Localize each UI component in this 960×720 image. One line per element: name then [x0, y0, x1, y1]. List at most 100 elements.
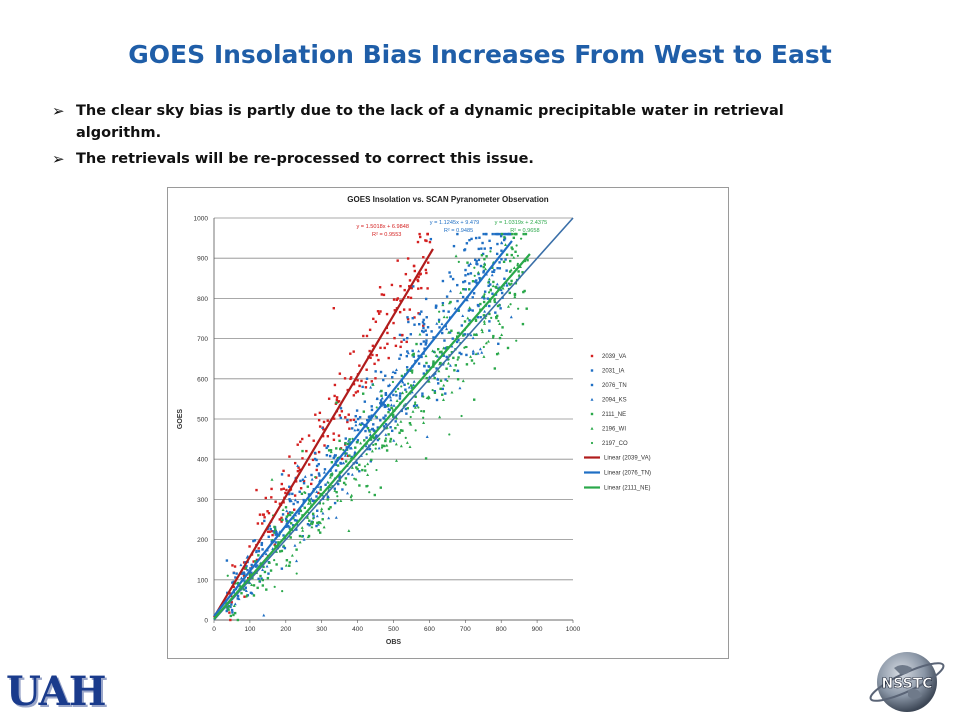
data-point — [282, 534, 285, 537]
data-point — [386, 331, 389, 335]
data-point — [475, 260, 478, 263]
data-point — [489, 247, 492, 250]
data-point — [257, 554, 260, 557]
data-point — [353, 477, 356, 480]
data-point — [335, 490, 338, 494]
data-point — [436, 377, 440, 381]
data-point — [425, 369, 429, 372]
data-point — [373, 493, 376, 497]
data-point — [324, 483, 327, 486]
data-point — [503, 236, 506, 239]
data-point — [329, 506, 332, 509]
data-point — [376, 310, 380, 313]
data-point — [424, 268, 428, 272]
data-point — [275, 532, 278, 536]
y-tick-label: 100 — [197, 577, 208, 584]
data-point — [431, 388, 434, 392]
data-point — [470, 359, 474, 362]
data-point — [524, 232, 528, 236]
data-point — [364, 386, 368, 389]
y-tick-label: 500 — [197, 417, 208, 424]
data-point — [511, 232, 514, 236]
data-point — [398, 394, 402, 398]
data-point — [375, 354, 378, 357]
data-point — [394, 390, 397, 393]
x-tick-label: 900 — [532, 626, 543, 633]
data-point — [302, 479, 306, 483]
data-point — [408, 308, 411, 311]
data-point — [320, 507, 324, 511]
data-point — [339, 416, 343, 420]
data-point — [345, 491, 349, 495]
data-point — [347, 529, 351, 532]
data-point — [412, 352, 415, 356]
bullet-text: The clear sky bias is partly due to the … — [76, 103, 784, 141]
data-point — [360, 379, 363, 383]
data-point — [473, 274, 476, 277]
y-tick-label: 1000 — [194, 216, 209, 223]
data-point — [359, 441, 363, 445]
data-point — [494, 232, 497, 236]
data-point — [399, 284, 402, 288]
data-point — [508, 270, 512, 273]
data-point — [424, 354, 428, 358]
data-point — [424, 341, 428, 344]
data-point — [360, 422, 364, 425]
data-point — [479, 302, 482, 306]
data-point — [474, 352, 478, 356]
data-point — [244, 566, 248, 570]
data-point — [287, 474, 290, 477]
data-point — [327, 397, 331, 400]
data-point — [382, 378, 385, 382]
nsstc-logo: NSSTC — [869, 652, 945, 712]
data-point — [262, 613, 266, 617]
data-point — [422, 395, 425, 398]
data-point — [296, 469, 300, 473]
data-point — [257, 550, 261, 553]
data-point — [249, 567, 252, 570]
data-point — [495, 286, 499, 289]
data-point — [236, 594, 240, 598]
data-point — [364, 381, 368, 384]
data-point — [300, 492, 304, 496]
data-point — [385, 443, 389, 447]
data-point — [356, 440, 359, 444]
data-point — [406, 257, 410, 260]
data-point — [405, 354, 409, 358]
data-point — [333, 394, 336, 398]
data-point — [490, 316, 493, 319]
data-point — [281, 518, 284, 522]
data-point — [270, 487, 273, 491]
data-point — [256, 586, 259, 590]
data-point — [445, 355, 448, 359]
data-point — [311, 521, 314, 524]
data-point — [421, 392, 424, 395]
data-point — [333, 454, 337, 458]
data-point — [437, 382, 440, 385]
data-point — [277, 541, 280, 544]
data-point — [435, 398, 439, 402]
data-point — [482, 269, 486, 273]
data-point — [391, 415, 395, 418]
data-point — [268, 530, 271, 533]
data-point — [504, 243, 508, 246]
data-point — [523, 289, 526, 293]
data-point — [441, 331, 444, 335]
data-point — [349, 352, 352, 355]
data-point — [316, 522, 320, 526]
data-point — [287, 492, 291, 496]
bullet-item: ➢ The clear sky bias is partly due to th… — [52, 100, 852, 144]
data-point — [411, 371, 414, 374]
data-point — [326, 419, 329, 422]
data-point — [455, 369, 459, 373]
data-point — [513, 292, 517, 296]
data-point — [242, 574, 246, 577]
data-point — [315, 468, 318, 472]
data-point — [480, 247, 483, 250]
data-point — [333, 383, 337, 387]
data-point — [301, 528, 305, 532]
data-point — [395, 417, 398, 420]
data-point — [384, 414, 387, 417]
data-point — [416, 278, 419, 282]
data-point — [302, 537, 306, 541]
